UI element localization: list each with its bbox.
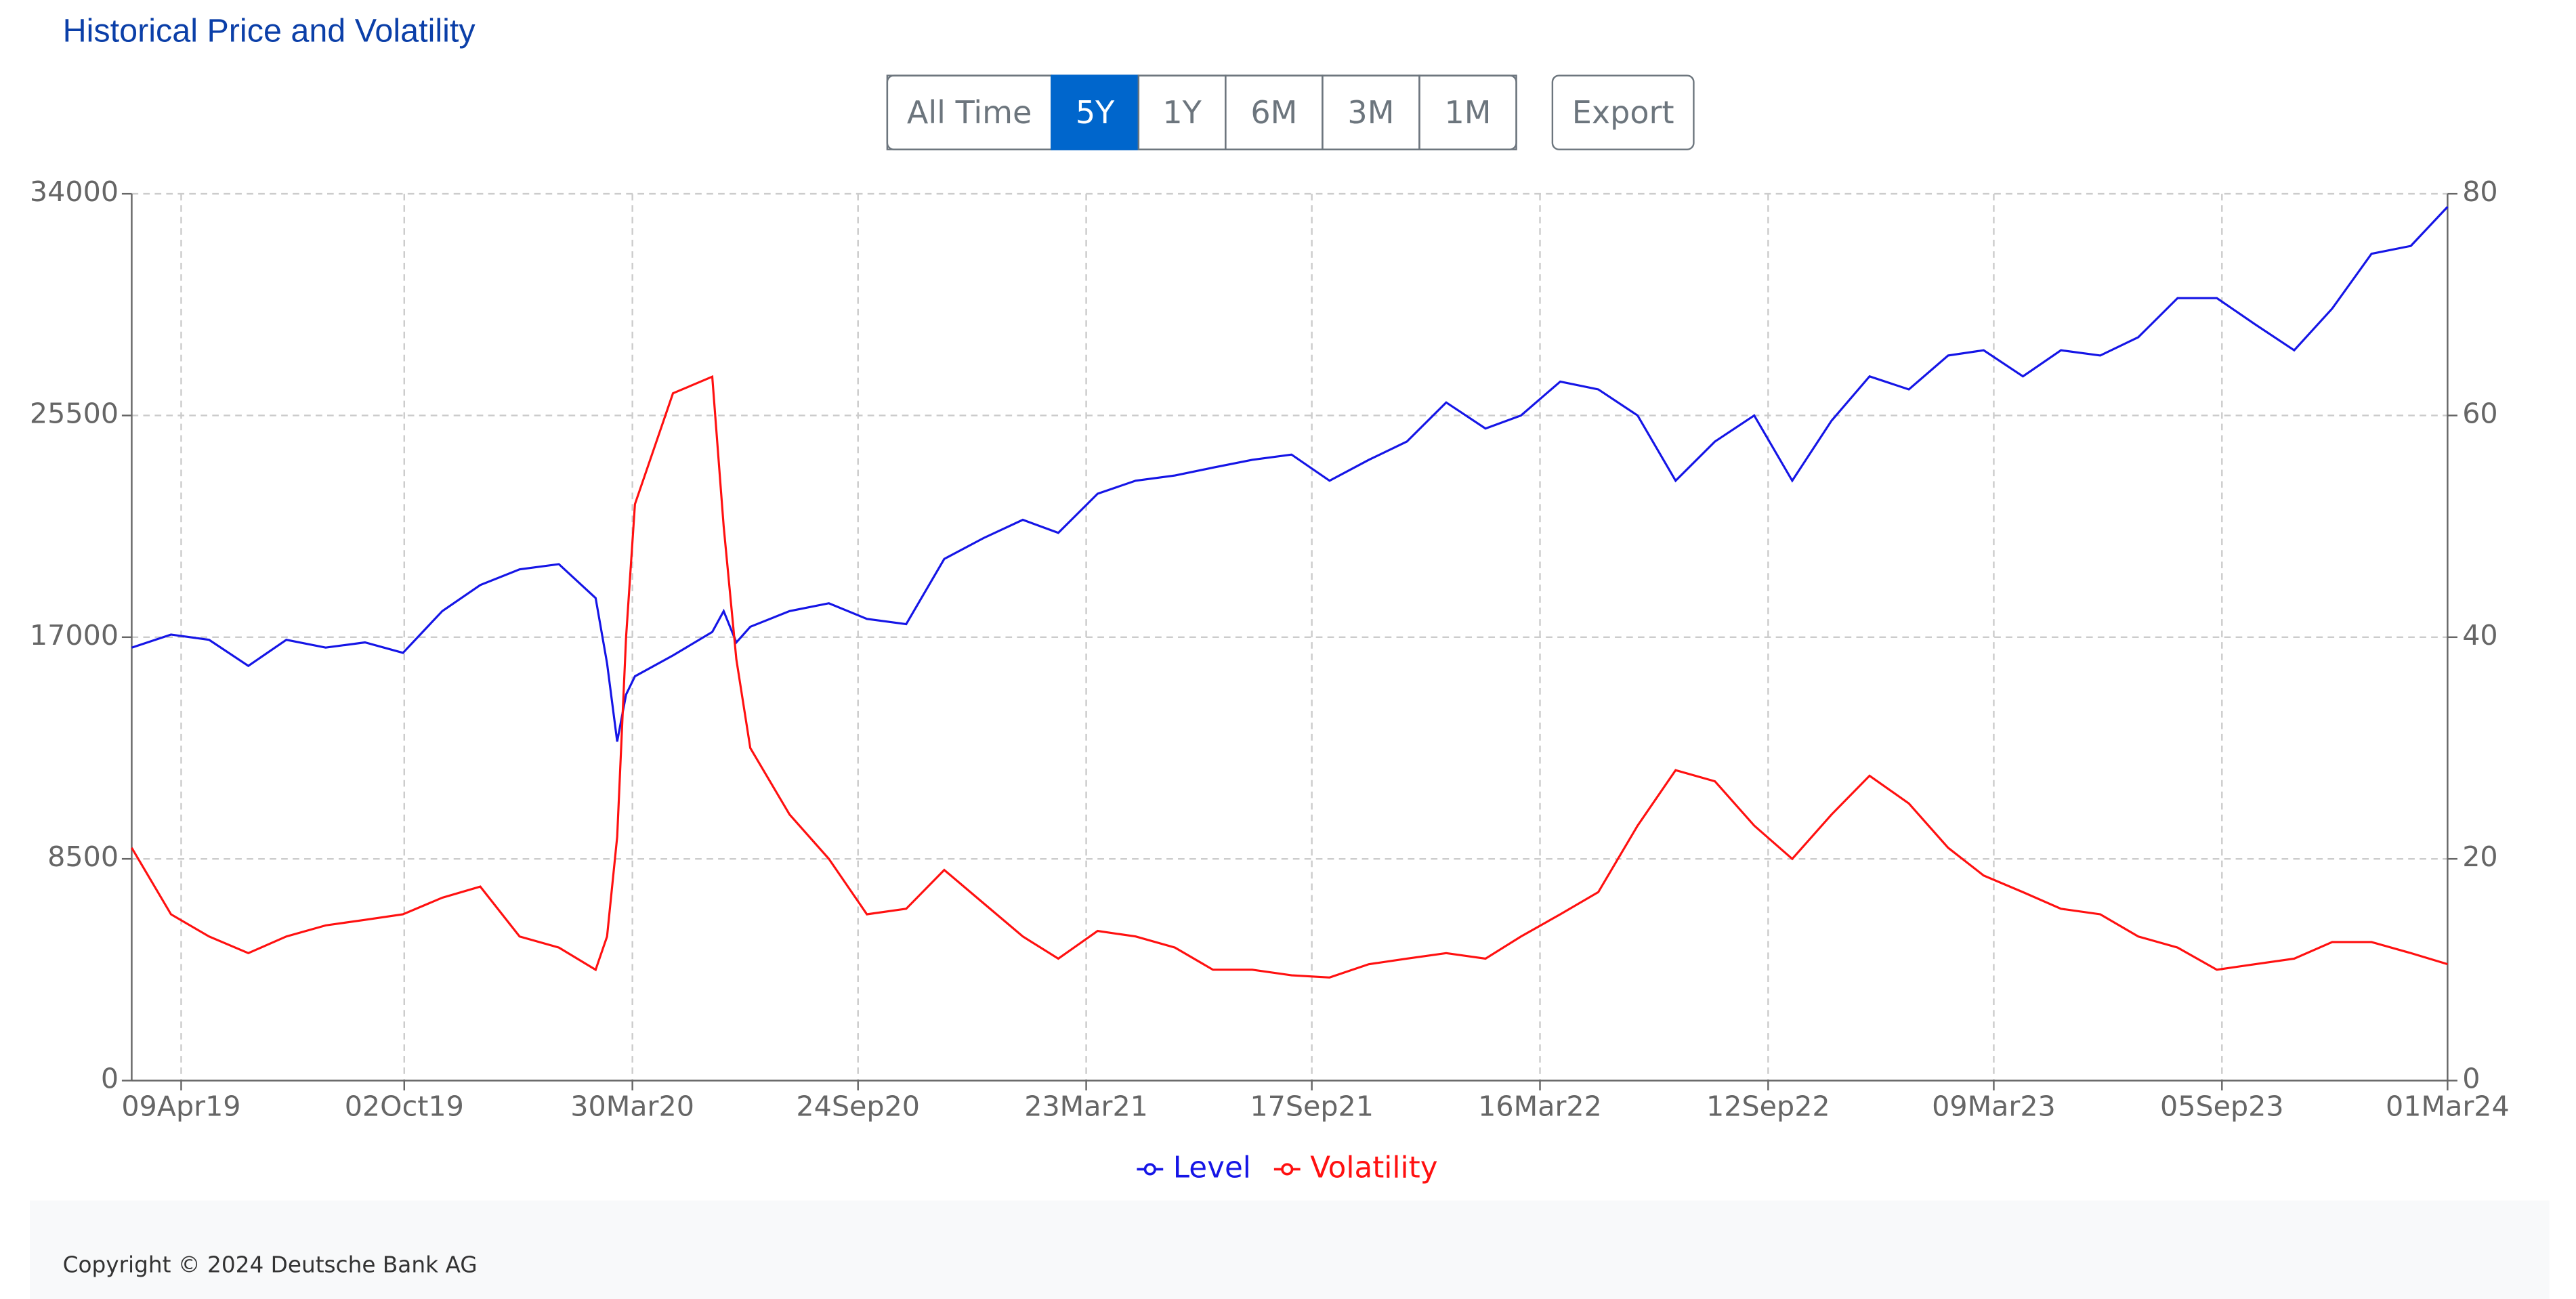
range-button-label[interactable]: All Time	[907, 94, 1032, 131]
y-tick-label: 8500	[47, 840, 119, 873]
range-button-label[interactable]: 1Y	[1162, 94, 1202, 131]
x-tick-label: 05Sep23	[2160, 1090, 2284, 1123]
range-button[interactable]: 3M	[1322, 74, 1420, 150]
x-tick-label: 02Oct19	[345, 1090, 464, 1123]
legend-item[interactable]: Level	[1137, 1150, 1251, 1185]
range-button[interactable]: 1Y	[1137, 74, 1227, 150]
range-button-label[interactable]: 5Y	[1076, 94, 1115, 131]
legend-label[interactable]: Level	[1173, 1150, 1251, 1185]
x-tick-label: 16Mar22	[1478, 1090, 1602, 1123]
y2-tick-label: 0	[2462, 1063, 2480, 1095]
range-button[interactable]: All Time	[886, 74, 1053, 150]
legend-label[interactable]: Volatility	[1310, 1150, 1437, 1185]
y2-tick-label: 20	[2462, 840, 2497, 873]
x-tick-label: 24Sep20	[796, 1090, 920, 1123]
x-tick-label: 09Mar23	[1932, 1090, 2056, 1123]
range-button-label[interactable]: 1M	[1444, 94, 1491, 131]
export-button-bg[interactable]	[1551, 74, 1695, 150]
footer-background	[30, 1200, 2550, 1299]
legend-item[interactable]: Volatility	[1273, 1150, 1438, 1185]
range-button[interactable]: 5Y	[1051, 74, 1140, 150]
x-tick-label: 23Mar21	[1024, 1090, 1148, 1123]
x-tick-label: 17Sep21	[1250, 1090, 1374, 1123]
range-button-bg[interactable]	[1418, 74, 1517, 150]
legend-marker[interactable]	[1281, 1163, 1294, 1176]
series-line	[131, 375, 2448, 979]
y2-tick-label: 60	[2462, 397, 2497, 429]
range-button-label[interactable]: 3M	[1347, 94, 1394, 131]
export-button[interactable]: Export	[1551, 74, 1695, 150]
y-tick-label: 17000	[30, 619, 119, 652]
x-tick-label: 12Sep22	[1706, 1090, 1830, 1123]
range-button-bg[interactable]	[1051, 74, 1140, 150]
x-tick-label: 09Apr19	[121, 1090, 240, 1123]
chart-title: Historical Price and Volatility	[63, 12, 476, 49]
range-button-label[interactable]: 6M	[1250, 94, 1297, 131]
range-button[interactable]: 1M	[1418, 74, 1517, 150]
y-tick-label: 34000	[30, 175, 119, 208]
y-tick-label: 0	[101, 1063, 119, 1095]
legend-marker[interactable]	[1143, 1163, 1156, 1176]
x-tick-label: 01Mar24	[2386, 1090, 2510, 1123]
export-button-label[interactable]: Export	[1572, 94, 1674, 131]
y2-tick-label: 40	[2462, 619, 2497, 652]
y2-tick-label: 80	[2462, 175, 2497, 208]
footer-text: Copyright © 2024 Deutsche Bank AG	[63, 1252, 478, 1278]
y-tick-label: 25500	[30, 397, 119, 429]
x-tick-label: 30Mar20	[570, 1090, 694, 1123]
series-line	[131, 206, 2449, 742]
